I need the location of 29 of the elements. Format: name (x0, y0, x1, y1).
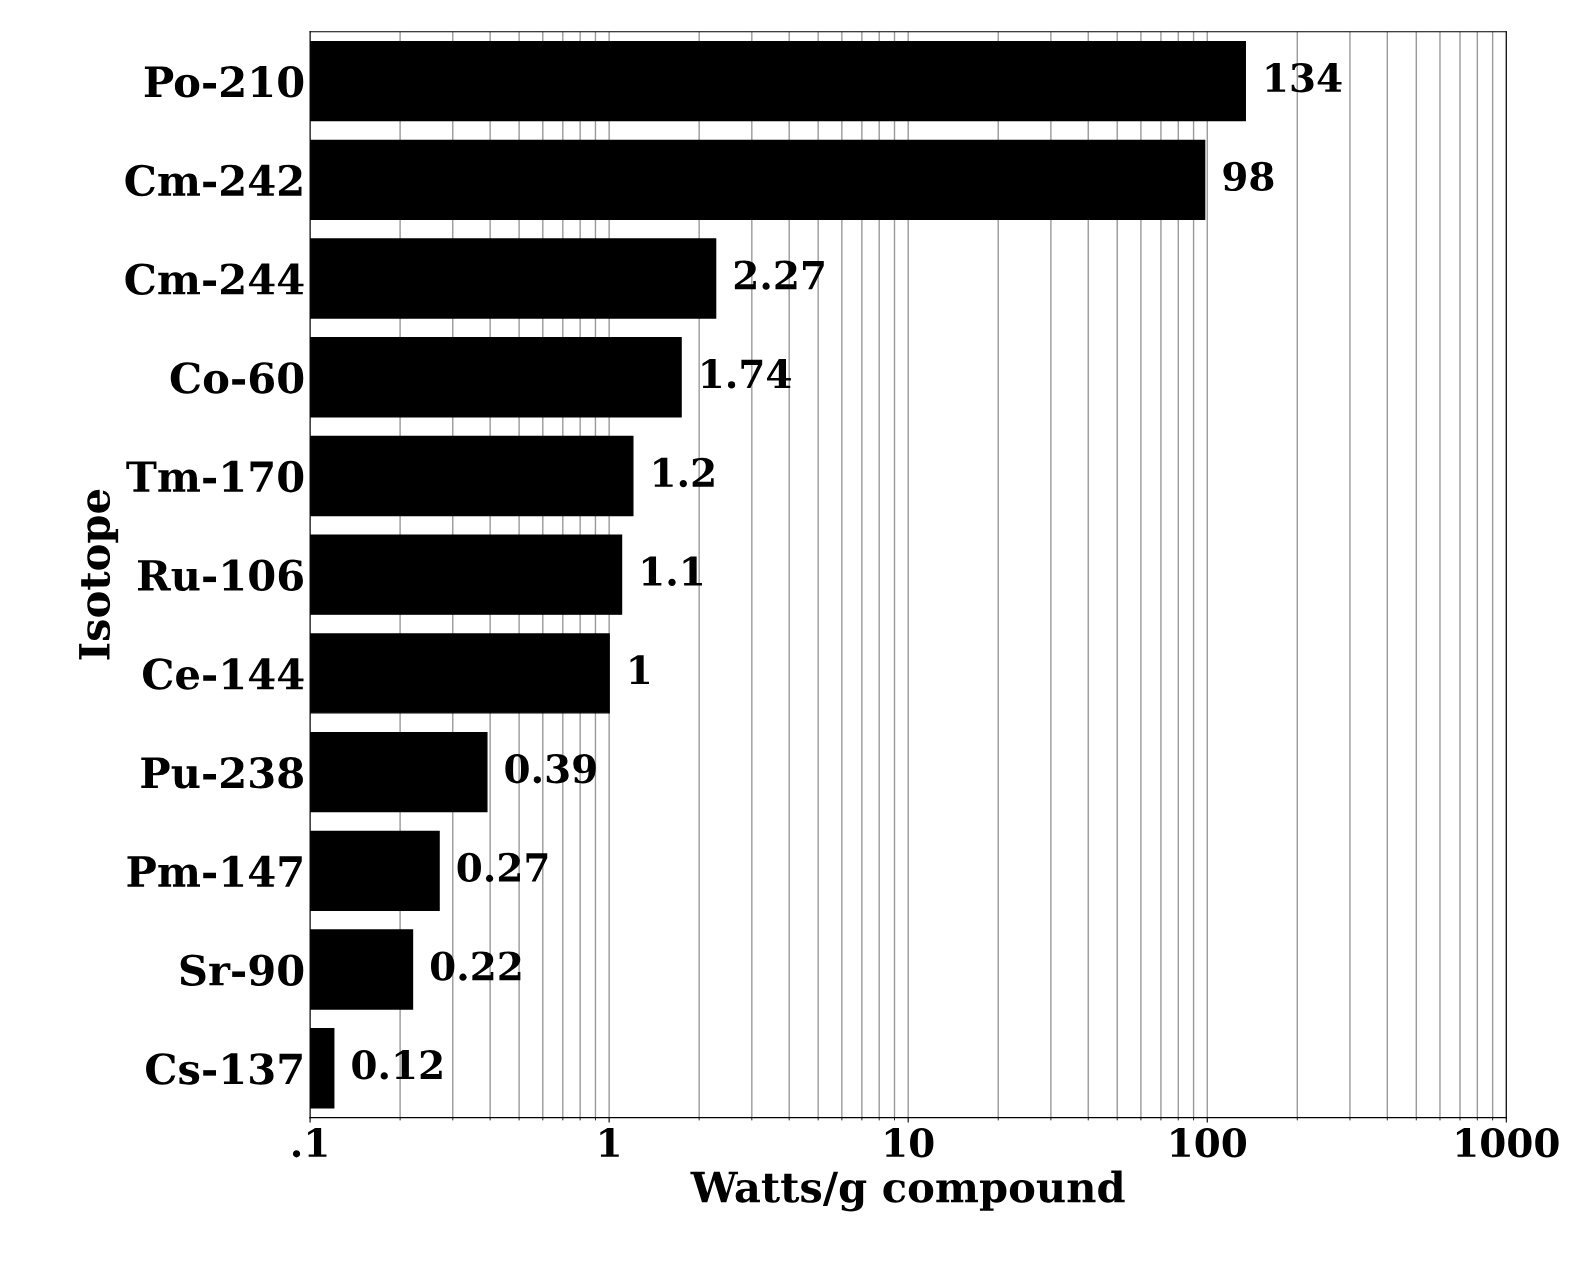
y-tick-label: Tm-170 (126, 460, 304, 493)
data-label: 1.74 (702, 359, 791, 389)
x-axis-title: Watts/g compound (690, 1170, 1125, 1212)
y-tick-label: Pu-238 (141, 757, 303, 789)
y-tick-label: Pm-147 (127, 855, 302, 887)
x-tick-label: 1 (600, 1128, 619, 1157)
data-label: 1.2 (654, 457, 714, 488)
y-tick-label: Sr-90 (180, 954, 304, 986)
data-label: 134 (1266, 62, 1342, 93)
data-label: 0.12 (352, 1050, 442, 1080)
data-label: 0.27 (457, 852, 548, 883)
y-tick-label: Co-60 (170, 362, 304, 394)
data-label: 2.27 (734, 260, 824, 290)
y-tick-label: Ru-106 (137, 559, 303, 592)
data-label: 1.1 (642, 556, 702, 586)
data-label: 1 (630, 655, 649, 685)
data-label: 0.39 (505, 753, 596, 784)
y-tick-label: Cm-244 (125, 263, 304, 295)
y-tick-label: Po-210 (144, 66, 304, 98)
y-tick-label: Ce-144 (143, 658, 304, 690)
x-tick-label: 100 (1171, 1128, 1247, 1158)
x-tick-label: 10 (885, 1128, 934, 1158)
y-axis-title: Isotope (79, 489, 119, 660)
data-label: 0.22 (430, 951, 521, 981)
x-tick-label: .1 (292, 1128, 327, 1158)
y-tick-label: Cm-242 (125, 164, 302, 197)
data-label: 98 (1223, 161, 1274, 192)
x-tick-label: 1000 (1456, 1128, 1559, 1158)
y-tick-label: Cs-137 (146, 1053, 302, 1085)
